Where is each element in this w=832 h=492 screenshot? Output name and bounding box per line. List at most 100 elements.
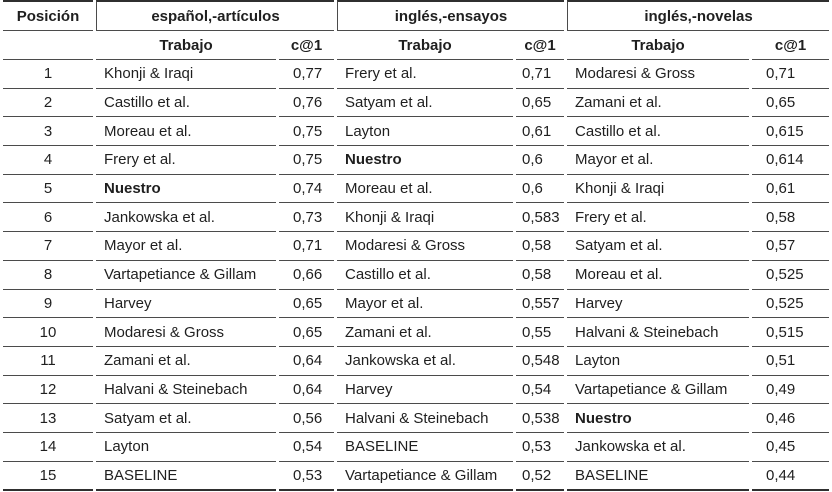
work-cell-english-novels: Satyam et al. bbox=[567, 232, 750, 261]
work-cell-english-novels: Moreau et al. bbox=[567, 261, 750, 290]
table-row: 7 Mayor et al. 0,71 Modaresi & Gross 0,5… bbox=[3, 232, 830, 261]
work-cell-english-novels: Frery et al. bbox=[567, 203, 750, 233]
score-cell-spanish-articles: 0,64 bbox=[279, 376, 334, 405]
work-cell-english-essays: Jankowska et al. bbox=[337, 347, 513, 376]
work-cell-english-essays: Halvani & Steinebach bbox=[337, 404, 513, 433]
score-cell-english-essays: 0,6 bbox=[516, 175, 565, 204]
position-cell: 2 bbox=[3, 89, 93, 118]
score-cell-spanish-articles: 0,54 bbox=[279, 433, 334, 462]
work-cell-spanish-articles: Zamani et al. bbox=[96, 347, 276, 376]
position-cell: 9 bbox=[3, 290, 93, 319]
score-cell-english-novels: 0,71 bbox=[752, 60, 830, 89]
position-cell: 10 bbox=[3, 318, 93, 347]
work-cell-english-essays: Castillo et al. bbox=[337, 261, 513, 290]
table-row: 2 Castillo et al. 0,76 Satyam et al. 0,6… bbox=[3, 89, 830, 118]
position-cell: 1 bbox=[3, 60, 93, 89]
score-cell-english-essays: 0,53 bbox=[516, 433, 565, 462]
column-header-work-1: Trabajo bbox=[96, 31, 276, 60]
table-row: 8 Vartapetiance & Gillam 0,66 Castillo e… bbox=[3, 261, 830, 290]
work-cell-english-novels: Jankowska et al. bbox=[567, 433, 750, 462]
position-cell: 7 bbox=[3, 232, 93, 261]
work-cell-english-essays: Satyam et al. bbox=[337, 89, 513, 118]
table-row: 1 Khonji & Iraqi 0,77 Frery et al. 0,71 … bbox=[3, 60, 830, 89]
work-cell-spanish-articles: Harvey bbox=[96, 290, 276, 319]
position-subheader-empty bbox=[3, 31, 93, 60]
score-cell-english-novels: 0,46 bbox=[752, 404, 830, 433]
work-cell-spanish-articles: Khonji & Iraqi bbox=[96, 60, 276, 89]
score-cell-english-essays: 0,557 bbox=[516, 290, 565, 319]
table-row: 6 Jankowska et al. 0,73 Khonji & Iraqi 0… bbox=[3, 203, 830, 233]
score-cell-english-essays: 0,538 bbox=[516, 404, 565, 433]
score-cell-english-novels: 0,45 bbox=[752, 433, 830, 462]
group-header-row: Posición español,-artículos inglés,-ensa… bbox=[3, 0, 830, 31]
work-cell-english-novels: Layton bbox=[567, 347, 750, 376]
score-cell-english-essays: 0,583 bbox=[516, 203, 565, 233]
work-cell-english-novels: BASELINE bbox=[567, 462, 750, 492]
column-header-work-2: Trabajo bbox=[337, 31, 513, 60]
score-cell-english-essays: 0,54 bbox=[516, 376, 565, 405]
work-cell-spanish-articles: Modaresi & Gross bbox=[96, 318, 276, 347]
table-row: 4 Frery et al. 0,75 Nuestro 0,6 Mayor et… bbox=[3, 146, 830, 175]
table-row: 13 Satyam et al. 0,56 Halvani & Steineba… bbox=[3, 404, 830, 433]
position-cell: 6 bbox=[3, 203, 93, 233]
score-cell-english-essays: 0,65 bbox=[516, 89, 565, 118]
position-cell: 14 bbox=[3, 433, 93, 462]
work-cell-english-essays: Harvey bbox=[337, 376, 513, 405]
score-cell-english-essays: 0,61 bbox=[516, 117, 565, 147]
table-row: 11 Zamani et al. 0,64 Jankowska et al. 0… bbox=[3, 347, 830, 376]
score-cell-english-essays: 0,58 bbox=[516, 232, 565, 261]
group-header-english-novels: inglés,-novelas bbox=[567, 0, 830, 31]
work-cell-english-essays: Moreau et al. bbox=[337, 175, 513, 204]
score-cell-spanish-articles: 0,74 bbox=[279, 175, 334, 204]
work-cell-english-essays: Zamani et al. bbox=[337, 318, 513, 347]
work-cell-spanish-articles: Mayor et al. bbox=[96, 232, 276, 261]
position-cell: 12 bbox=[3, 376, 93, 405]
score-cell-english-novels: 0,614 bbox=[752, 146, 830, 175]
work-cell-spanish-articles: Jankowska et al. bbox=[96, 203, 276, 233]
score-cell-english-essays: 0,71 bbox=[516, 60, 565, 89]
work-cell-spanish-articles: Castillo et al. bbox=[96, 89, 276, 118]
group-header-english-essays: inglés,-ensayos bbox=[337, 0, 565, 31]
column-header-score-1: c@1 bbox=[279, 31, 334, 60]
position-cell: 3 bbox=[3, 117, 93, 147]
column-header-work-3: Trabajo bbox=[567, 31, 750, 60]
score-cell-spanish-articles: 0,65 bbox=[279, 290, 334, 319]
position-cell: 5 bbox=[3, 175, 93, 204]
table-row: 14 Layton 0,54 BASELINE 0,53 Jankowska e… bbox=[3, 433, 830, 462]
sub-header-row: Trabajo c@1 Trabajo c@1 Trabajo c@1 bbox=[3, 31, 830, 60]
work-cell-spanish-articles: Halvani & Steinebach bbox=[96, 376, 276, 405]
work-cell-english-essays: Nuestro bbox=[337, 146, 513, 175]
score-cell-english-novels: 0,61 bbox=[752, 175, 830, 204]
score-cell-spanish-articles: 0,64 bbox=[279, 347, 334, 376]
score-cell-english-novels: 0,44 bbox=[752, 462, 830, 492]
column-header-position: Posición bbox=[3, 0, 93, 31]
work-cell-english-essays: Modaresi & Gross bbox=[337, 232, 513, 261]
score-cell-spanish-articles: 0,53 bbox=[279, 462, 334, 492]
work-cell-english-essays: Frery et al. bbox=[337, 60, 513, 89]
position-cell: 15 bbox=[3, 462, 93, 492]
work-cell-english-essays: Mayor et al. bbox=[337, 290, 513, 319]
table-row: 9 Harvey 0,65 Mayor et al. 0,557 Harvey … bbox=[3, 290, 830, 319]
score-cell-english-novels: 0,57 bbox=[752, 232, 830, 261]
table-body: 1 Khonji & Iraqi 0,77 Frery et al. 0,71 … bbox=[3, 60, 830, 492]
work-cell-english-novels: Zamani et al. bbox=[567, 89, 750, 118]
score-cell-spanish-articles: 0,75 bbox=[279, 117, 334, 147]
score-cell-english-novels: 0,615 bbox=[752, 117, 830, 147]
score-cell-spanish-articles: 0,71 bbox=[279, 232, 334, 261]
work-cell-spanish-articles: Frery et al. bbox=[96, 146, 276, 175]
position-cell: 4 bbox=[3, 146, 93, 175]
table-row: 5 Nuestro 0,74 Moreau et al. 0,6 Khonji … bbox=[3, 175, 830, 204]
work-cell-spanish-articles: Nuestro bbox=[96, 175, 276, 204]
score-cell-spanish-articles: 0,76 bbox=[279, 89, 334, 118]
work-cell-spanish-articles: Layton bbox=[96, 433, 276, 462]
column-header-score-2: c@1 bbox=[516, 31, 565, 60]
work-cell-english-novels: Halvani & Steinebach bbox=[567, 318, 750, 347]
score-cell-spanish-articles: 0,65 bbox=[279, 318, 334, 347]
score-cell-english-novels: 0,49 bbox=[752, 376, 830, 405]
work-cell-english-novels: Castillo et al. bbox=[567, 117, 750, 147]
table-header: Posición español,-artículos inglés,-ensa… bbox=[3, 0, 830, 60]
score-cell-english-novels: 0,525 bbox=[752, 261, 830, 290]
table-row: 15 BASELINE 0,53 Vartapetiance & Gillam … bbox=[3, 462, 830, 492]
score-cell-english-novels: 0,525 bbox=[752, 290, 830, 319]
